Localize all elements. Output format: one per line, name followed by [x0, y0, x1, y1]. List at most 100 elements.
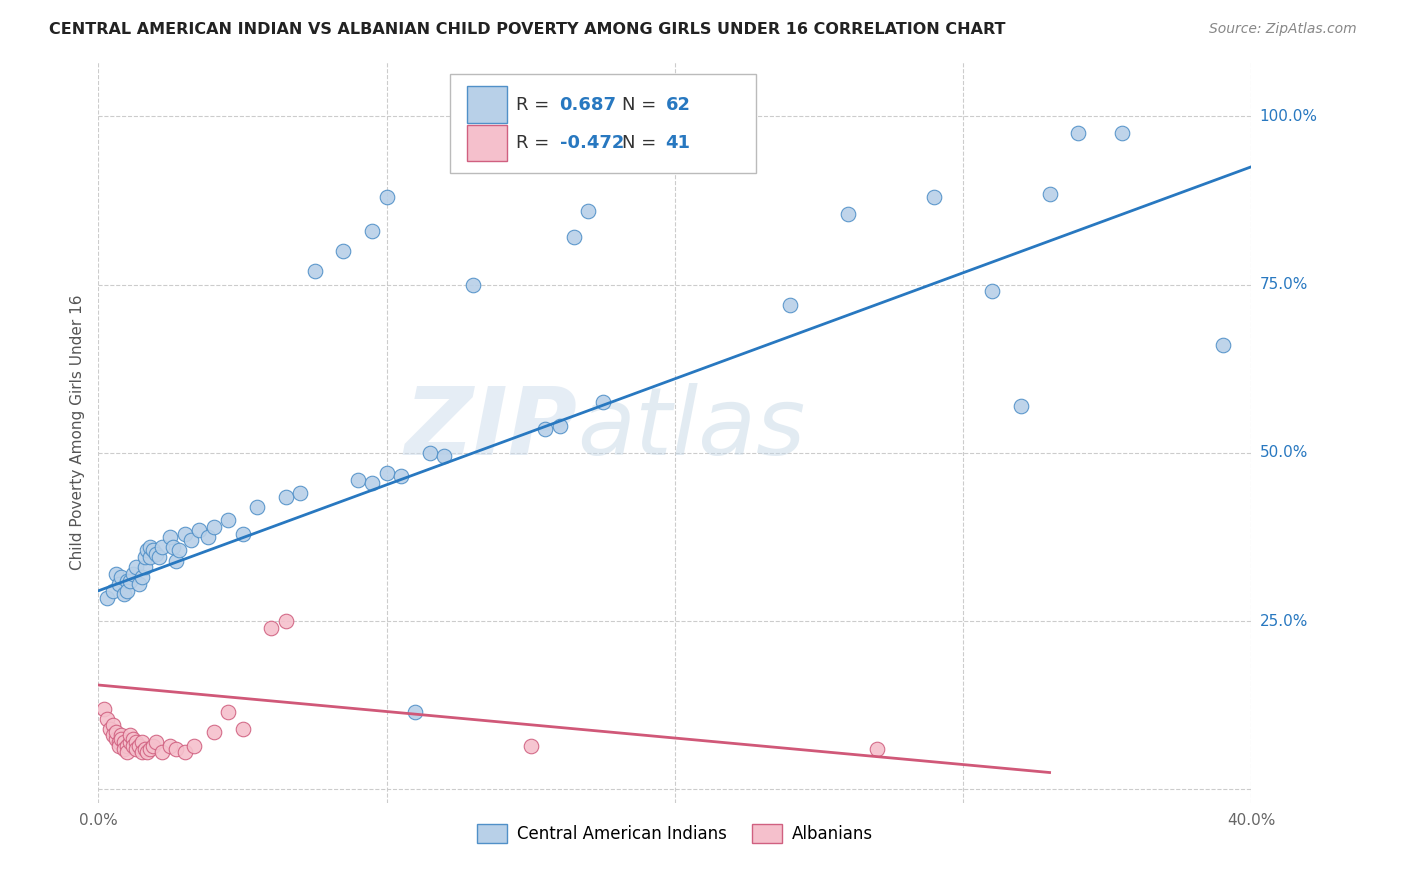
- Text: N =: N =: [621, 95, 662, 113]
- Point: [174, 526, 197, 541]
- Point: [122, 731, 145, 746]
- Text: atlas: atlas: [576, 384, 806, 475]
- Point: [93, 701, 115, 715]
- Point: [461, 277, 484, 292]
- Text: R =: R =: [516, 95, 555, 113]
- Point: [332, 244, 354, 258]
- Point: [110, 731, 132, 746]
- Point: [101, 583, 124, 598]
- Point: [136, 745, 159, 759]
- Point: [131, 570, 153, 584]
- Point: [104, 725, 127, 739]
- Point: [1067, 126, 1090, 140]
- Point: [165, 742, 187, 756]
- Point: [165, 553, 187, 567]
- Point: [117, 745, 139, 759]
- Point: [142, 739, 165, 753]
- Point: [779, 298, 801, 312]
- Point: [139, 742, 162, 756]
- Point: [101, 718, 124, 732]
- Point: [260, 621, 283, 635]
- Point: [981, 285, 1004, 299]
- Point: [96, 712, 118, 726]
- Point: [139, 540, 162, 554]
- Point: [112, 742, 135, 756]
- Point: [231, 526, 254, 541]
- Text: 0.687: 0.687: [560, 95, 617, 113]
- Text: N =: N =: [621, 134, 662, 153]
- Point: [125, 560, 148, 574]
- Point: [433, 449, 456, 463]
- Point: [167, 543, 190, 558]
- Point: [520, 739, 543, 753]
- Point: [548, 418, 571, 433]
- Point: [107, 735, 129, 749]
- Text: 50.0%: 50.0%: [1260, 445, 1308, 460]
- Point: [142, 543, 165, 558]
- Point: [1010, 399, 1032, 413]
- Point: [231, 722, 254, 736]
- Point: [128, 577, 150, 591]
- Point: [188, 523, 211, 537]
- Point: [534, 422, 557, 436]
- Point: [174, 745, 197, 759]
- Point: [274, 614, 297, 628]
- Point: [375, 466, 398, 480]
- Point: [101, 729, 124, 743]
- FancyBboxPatch shape: [450, 73, 755, 173]
- Point: [131, 735, 153, 749]
- Point: [578, 203, 600, 218]
- Point: [122, 739, 145, 753]
- Point: [562, 230, 585, 244]
- Text: CENTRAL AMERICAN INDIAN VS ALBANIAN CHILD POVERTY AMONG GIRLS UNDER 16 CORRELATI: CENTRAL AMERICAN INDIAN VS ALBANIAN CHIL…: [49, 22, 1005, 37]
- Point: [128, 739, 150, 753]
- Point: [274, 490, 297, 504]
- Point: [134, 550, 156, 565]
- Point: [136, 543, 159, 558]
- Point: [375, 190, 398, 204]
- Point: [110, 570, 132, 584]
- Point: [202, 725, 225, 739]
- Point: [304, 264, 326, 278]
- Point: [104, 566, 127, 581]
- Text: R =: R =: [516, 134, 555, 153]
- Point: [150, 540, 173, 554]
- Point: [180, 533, 202, 548]
- Point: [145, 547, 167, 561]
- Point: [162, 540, 184, 554]
- Point: [134, 560, 156, 574]
- Point: [159, 739, 181, 753]
- Point: [290, 486, 312, 500]
- Text: 25.0%: 25.0%: [1260, 614, 1308, 629]
- Y-axis label: Child Poverty Among Girls Under 16: Child Poverty Among Girls Under 16: [69, 295, 84, 570]
- Point: [866, 742, 889, 756]
- Point: [346, 473, 368, 487]
- Point: [117, 574, 139, 588]
- Point: [389, 469, 412, 483]
- Point: [122, 566, 145, 581]
- Point: [419, 446, 441, 460]
- FancyBboxPatch shape: [467, 125, 506, 161]
- Point: [1039, 186, 1062, 201]
- Point: [148, 550, 170, 565]
- Point: [1111, 126, 1133, 140]
- Text: Source: ZipAtlas.com: Source: ZipAtlas.com: [1209, 22, 1357, 37]
- Point: [131, 745, 153, 759]
- Point: [217, 513, 239, 527]
- Point: [837, 207, 859, 221]
- Point: [117, 739, 139, 753]
- Point: [1212, 338, 1234, 352]
- Point: [405, 705, 427, 719]
- Point: [134, 742, 156, 756]
- Point: [139, 550, 162, 565]
- Point: [924, 190, 946, 204]
- Point: [107, 577, 129, 591]
- Point: [110, 729, 132, 743]
- Point: [246, 500, 269, 514]
- Point: [217, 705, 239, 719]
- Point: [112, 735, 135, 749]
- Text: 62: 62: [665, 95, 690, 113]
- Text: -0.472: -0.472: [560, 134, 624, 153]
- Point: [107, 739, 129, 753]
- Point: [120, 735, 142, 749]
